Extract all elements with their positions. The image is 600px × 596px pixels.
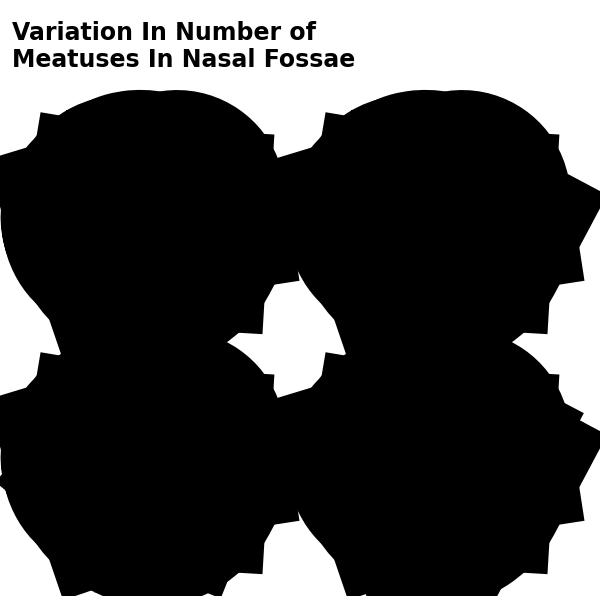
Text: 85/152: 85/152 <box>383 336 457 356</box>
Text: Meatuses In Nasal Fossae: Meatuses In Nasal Fossae <box>12 48 355 72</box>
Text: Variation In Number of: Variation In Number of <box>12 21 316 45</box>
Text: 2/152: 2/152 <box>390 564 450 584</box>
Text: 3/152: 3/152 <box>105 336 165 356</box>
Text: 62/152: 62/152 <box>98 564 172 584</box>
